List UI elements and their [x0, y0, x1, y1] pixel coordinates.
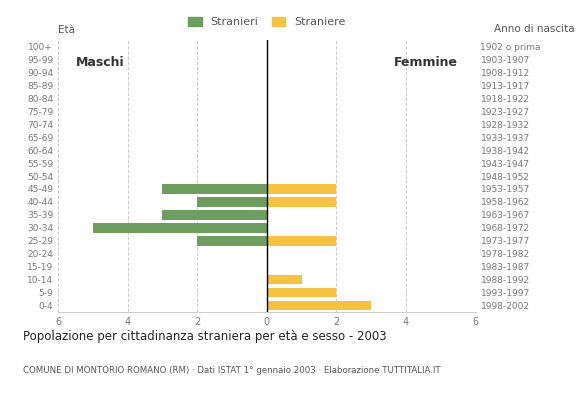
- Text: COMUNE DI MONTORIO ROMANO (RM) · Dati ISTAT 1° gennaio 2003 · Elaborazione TUTTI: COMUNE DI MONTORIO ROMANO (RM) · Dati IS…: [23, 366, 441, 375]
- Bar: [267, 236, 336, 246]
- Bar: [267, 197, 336, 207]
- Text: Femmine: Femmine: [394, 56, 458, 68]
- Bar: [267, 288, 336, 298]
- Text: Anno di nascita: Anno di nascita: [494, 24, 574, 34]
- Bar: [267, 301, 371, 310]
- Bar: [162, 184, 267, 194]
- Bar: [162, 210, 267, 220]
- Bar: [93, 223, 267, 233]
- Legend: Stranieri, Straniere: Stranieri, Straniere: [184, 13, 350, 32]
- Text: Maschi: Maschi: [75, 56, 124, 68]
- Bar: [197, 197, 267, 207]
- Bar: [267, 184, 336, 194]
- Text: Età: Età: [58, 25, 75, 35]
- Text: Popolazione per cittadinanza straniera per età e sesso - 2003: Popolazione per cittadinanza straniera p…: [23, 330, 387, 343]
- Bar: [197, 236, 267, 246]
- Bar: [267, 275, 302, 284]
